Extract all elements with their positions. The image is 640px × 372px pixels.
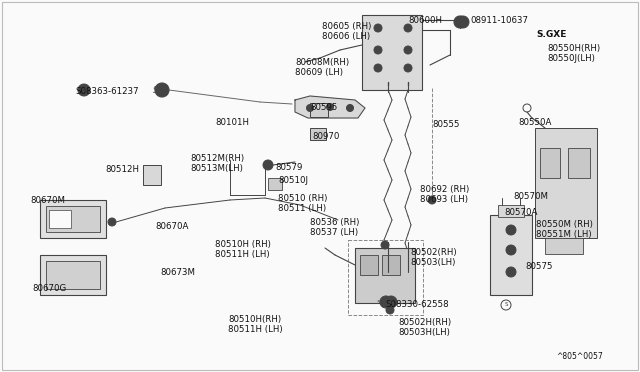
Text: 80510H (RH)
80511H (LH): 80510H (RH) 80511H (LH) [215,240,271,259]
Text: 08911-10637: 08911-10637 [470,16,528,25]
Polygon shape [295,96,365,118]
Text: 80692 (RH)
80693 (LH): 80692 (RH) 80693 (LH) [420,185,469,204]
Text: 80510 (RH)
80511 (LH): 80510 (RH) 80511 (LH) [278,194,328,214]
Text: 80670A: 80670A [155,222,188,231]
Circle shape [326,103,333,110]
Text: 80550A: 80550A [518,118,552,127]
Text: S.GXE: S.GXE [536,30,566,39]
Circle shape [454,16,466,28]
Text: 80673M: 80673M [160,268,195,277]
Bar [310,103,328,117]
Circle shape [374,24,382,32]
Circle shape [506,267,516,277]
Text: 80550M (RH)
80551M (LH): 80550M (RH) 80551M (LH) [536,220,593,240]
Text: 80608M(RH)
80609 (LH): 80608M(RH) 80609 (LH) [295,58,349,77]
Bar [490,215,532,295]
Text: S08330-62558: S08330-62558 [385,300,449,309]
Text: S08363-61237: S08363-61237 [75,87,139,96]
Circle shape [380,296,392,308]
Bar [348,240,423,315]
Text: 80600H: 80600H [408,16,442,25]
Bar [360,255,378,275]
Circle shape [78,84,90,96]
Circle shape [506,245,516,255]
Circle shape [346,105,353,112]
Bar [535,128,597,238]
Text: 80970: 80970 [312,132,339,141]
Bar [268,178,282,190]
Text: 80502(RH)
80503(LH): 80502(RH) 80503(LH) [410,248,456,267]
Circle shape [381,241,389,249]
Text: 80605 (RH)
80606 (LH): 80605 (RH) 80606 (LH) [322,22,371,41]
Circle shape [263,160,273,170]
Text: 80579: 80579 [275,163,302,172]
Text: 80510H(RH)
80511H (LH): 80510H(RH) 80511H (LH) [228,315,283,334]
Bar [310,128,326,140]
Bar [40,255,106,295]
Text: 80550H(RH)
80550J(LH): 80550H(RH) 80550J(LH) [547,44,600,63]
Circle shape [374,64,382,72]
Text: S: S [82,87,86,93]
Text: 80670G: 80670G [32,284,67,293]
Text: 80512H: 80512H [105,165,139,174]
Bar [46,261,100,289]
Bar [382,255,400,275]
Circle shape [404,64,412,72]
Bar [355,248,415,303]
Text: S: S [152,86,157,94]
Bar [540,148,560,178]
Text: 80536 (RH)
80537 (LH): 80536 (RH) 80537 (LH) [310,218,360,237]
Circle shape [374,46,382,54]
Circle shape [307,105,314,112]
Bar [49,210,71,228]
Text: 80670M: 80670M [30,196,65,205]
Text: 80575: 80575 [525,262,552,271]
Text: 80510J: 80510J [278,176,308,185]
Text: 80512M(RH)
80513M(LH): 80512M(RH) 80513M(LH) [190,154,244,173]
Circle shape [155,83,169,97]
Text: S: S [389,299,393,305]
Text: 80502H(RH)
80503H(LH): 80502H(RH) 80503H(LH) [398,318,451,337]
Text: N: N [458,19,462,25]
Text: 80101H: 80101H [215,118,249,127]
Circle shape [108,218,116,226]
Bar [545,238,583,254]
Text: S: S [377,299,381,305]
Circle shape [385,296,397,308]
Text: N: N [461,19,465,25]
Text: 80595: 80595 [310,103,337,112]
Circle shape [457,16,469,28]
Circle shape [386,306,394,314]
Bar [498,205,524,217]
Circle shape [404,24,412,32]
Circle shape [506,225,516,235]
Bar [143,165,161,185]
Bar [40,200,106,238]
Bar [516,18,634,290]
Text: ^805^0057: ^805^0057 [556,352,603,361]
Text: 80570M: 80570M [513,192,548,201]
Circle shape [428,196,436,204]
Bar [46,206,100,232]
Text: 80555: 80555 [432,120,460,129]
Text: S: S [504,302,508,308]
Circle shape [404,46,412,54]
Text: 80570A: 80570A [504,208,538,217]
Bar [568,148,590,178]
Bar [362,15,422,90]
